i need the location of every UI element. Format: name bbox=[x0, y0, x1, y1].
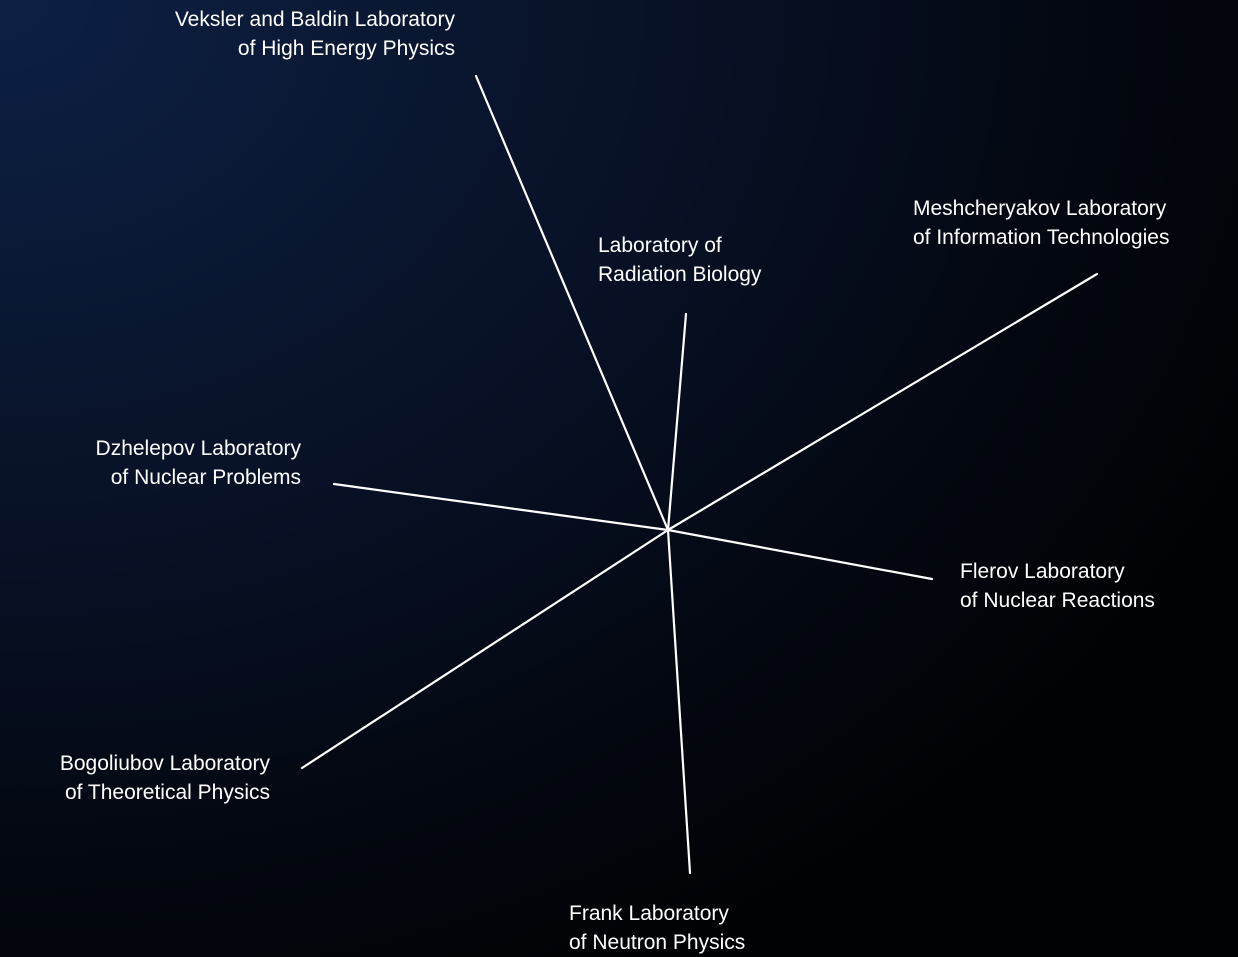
spoke-lrb bbox=[666, 312, 688, 532]
label-line: of Theoretical Physics bbox=[64, 781, 270, 804]
label-meshcheryakov-lab: Meshcheryakov Laboratory of Information … bbox=[913, 194, 1169, 252]
label-line: Meshcheryakov Laboratory bbox=[913, 197, 1167, 220]
label-flerov-lab: Flerov Laboratory of Nuclear Reactions bbox=[960, 557, 1155, 615]
label-line: Radiation Biology bbox=[598, 263, 762, 286]
spoke-flnp bbox=[666, 528, 692, 875]
spoke-lit bbox=[666, 272, 1099, 532]
label-line: Veksler and Baldin Laboratory bbox=[174, 8, 455, 31]
label-line: Frank Laboratory bbox=[569, 902, 729, 925]
label-line: of High Energy Physics bbox=[237, 37, 455, 60]
label-line: Flerov Laboratory bbox=[960, 560, 1125, 583]
spoke-flnr bbox=[666, 528, 934, 581]
label-veksler-baldin-lab: Veksler and Baldin Laboratory of High En… bbox=[175, 5, 455, 63]
label-bogoliubov-lab: Bogoliubov Laboratory of Theoretical Phy… bbox=[60, 749, 270, 807]
label-line: of Information Technologies bbox=[913, 226, 1170, 249]
label-line: of Nuclear Problems bbox=[110, 466, 301, 489]
label-line: of Nuclear Reactions bbox=[960, 589, 1155, 612]
label-dzhelepov-lab: Dzhelepov Laboratory of Nuclear Problems bbox=[96, 434, 301, 492]
spoke-vbhep bbox=[474, 74, 670, 532]
label-frank-lab: Frank Laboratory of Neutron Physics bbox=[569, 899, 745, 957]
label-line: Dzhelepov Laboratory bbox=[95, 437, 301, 460]
spoke-bltp bbox=[300, 528, 670, 770]
label-line: Laboratory of bbox=[598, 234, 722, 257]
spoke-dlnp bbox=[332, 482, 670, 532]
label-radiation-biology-lab: Laboratory of Radiation Biology bbox=[598, 231, 761, 289]
label-line: of Neutron Physics bbox=[569, 931, 746, 954]
label-line: Bogoliubov Laboratory bbox=[59, 752, 270, 775]
